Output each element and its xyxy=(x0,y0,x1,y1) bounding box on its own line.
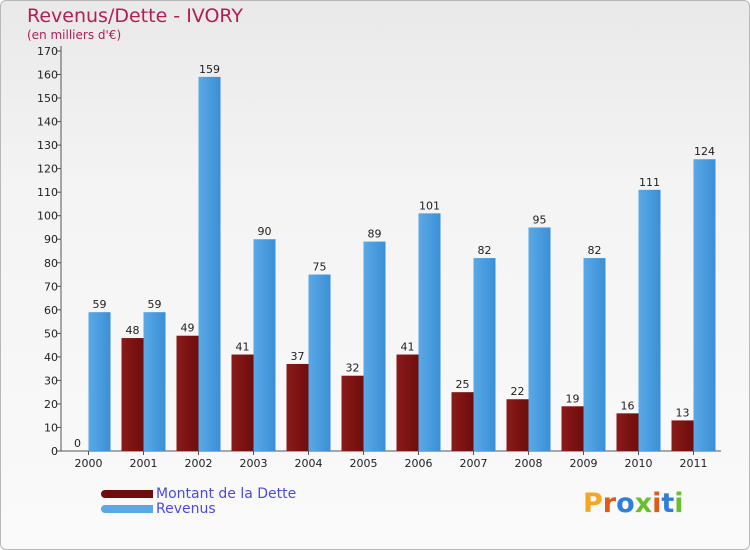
data-label-revenue: 90 xyxy=(258,225,272,238)
x-tick-label: 2007 xyxy=(460,457,488,470)
proxiti-logo: Proxiti xyxy=(583,488,684,519)
data-label-debt: 49 xyxy=(181,322,195,335)
y-tick-label: 30 xyxy=(44,374,58,387)
bar-debt xyxy=(451,392,474,451)
legend-swatch-debt xyxy=(101,490,153,498)
y-tick-label: 140 xyxy=(37,116,58,129)
data-label-revenue: 124 xyxy=(694,145,715,158)
data-label-debt: 32 xyxy=(346,362,360,375)
bar-revenue xyxy=(583,258,606,451)
logo-letter: P xyxy=(583,488,603,519)
bar-revenue xyxy=(528,227,551,451)
data-label-debt: 41 xyxy=(236,341,250,354)
data-label-debt: 37 xyxy=(291,350,305,363)
data-label-revenue: 82 xyxy=(478,244,492,257)
bar-debt xyxy=(506,399,529,451)
bar-debt xyxy=(286,363,309,451)
bar-revenue xyxy=(198,76,221,451)
y-tick-label: 10 xyxy=(44,421,58,434)
bar-revenue xyxy=(363,241,386,451)
data-label-debt: 13 xyxy=(676,406,690,419)
y-tick-label: 20 xyxy=(44,398,58,411)
bar-revenue xyxy=(418,213,441,451)
y-tick-label: 40 xyxy=(44,351,58,364)
data-label-debt: 25 xyxy=(456,378,470,391)
data-label-revenue: 95 xyxy=(533,213,547,226)
data-label-revenue: 82 xyxy=(588,244,602,257)
y-tick-label: 110 xyxy=(37,186,58,199)
data-label-debt: 19 xyxy=(566,392,580,405)
bar-revenue xyxy=(473,258,496,451)
logo-letter: x xyxy=(634,488,653,519)
data-label-debt: 48 xyxy=(126,324,140,337)
data-label-debt: 41 xyxy=(401,341,415,354)
y-tick-label: 50 xyxy=(44,327,58,340)
y-tick-label: 0 xyxy=(51,445,58,458)
logo-letter: t xyxy=(661,488,675,519)
legend-label-revenue: Revenus xyxy=(156,501,216,517)
x-tick-label: 2000 xyxy=(75,457,103,470)
bar-revenue xyxy=(253,239,276,451)
data-label-revenue: 89 xyxy=(368,228,382,241)
bar-debt xyxy=(231,354,254,451)
x-tick-label: 2010 xyxy=(625,457,653,470)
data-label-revenue: 59 xyxy=(148,298,162,311)
x-tick-label: 2006 xyxy=(405,457,433,470)
y-tick-label: 130 xyxy=(37,139,58,152)
bar-debt xyxy=(561,406,584,451)
bar-revenue xyxy=(638,189,661,451)
data-label-revenue: 59 xyxy=(93,298,107,311)
x-tick-label: 2002 xyxy=(185,457,213,470)
data-label-debt: 16 xyxy=(621,399,635,412)
bar-revenue xyxy=(88,312,111,451)
y-tick-label: 160 xyxy=(37,69,58,82)
data-label-revenue: 75 xyxy=(313,261,327,274)
bar-debt xyxy=(341,375,364,451)
chart-title: Revenus/Dette - IVORY xyxy=(27,5,244,27)
x-tick-label: 2004 xyxy=(295,457,323,470)
legend-label-debt: Montant de la Dette xyxy=(156,486,297,502)
bar-debt xyxy=(616,413,639,451)
y-tick-label: 100 xyxy=(37,210,58,223)
y-tick-label: 90 xyxy=(44,233,58,246)
bar-revenue xyxy=(143,312,166,451)
bar-debt xyxy=(176,335,199,451)
chart-subtitle: (en milliers d'€) xyxy=(27,28,122,42)
data-label-revenue: 111 xyxy=(639,176,660,189)
bar-revenue xyxy=(693,159,716,451)
data-label-revenue: 101 xyxy=(419,199,440,212)
bar-debt xyxy=(671,420,694,451)
x-tick-label: 2003 xyxy=(240,457,268,470)
x-tick-label: 2008 xyxy=(515,457,543,470)
logo-letter: i xyxy=(674,488,684,519)
x-tick-label: 2009 xyxy=(570,457,598,470)
logo-letter: r xyxy=(602,488,617,519)
bar-debt xyxy=(396,354,419,451)
bar-debt xyxy=(121,338,144,451)
x-tick-label: 2011 xyxy=(680,457,708,470)
y-tick-label: 120 xyxy=(37,163,58,176)
y-tick-label: 80 xyxy=(44,257,58,270)
data-label-debt: 22 xyxy=(511,385,525,398)
data-label-debt: 0 xyxy=(74,437,81,450)
y-tick-label: 60 xyxy=(44,304,58,317)
bar-revenue xyxy=(308,274,331,451)
x-tick-label: 2005 xyxy=(350,457,378,470)
legend-swatch-revenue xyxy=(101,505,153,513)
y-tick-label: 150 xyxy=(37,92,58,105)
x-tick-label: 2001 xyxy=(130,457,158,470)
y-tick-label: 170 xyxy=(37,45,58,58)
logo-letter: i xyxy=(652,488,662,519)
logo-letter: o xyxy=(616,488,635,519)
data-label-revenue: 159 xyxy=(199,63,220,76)
y-tick-label: 70 xyxy=(44,280,58,293)
